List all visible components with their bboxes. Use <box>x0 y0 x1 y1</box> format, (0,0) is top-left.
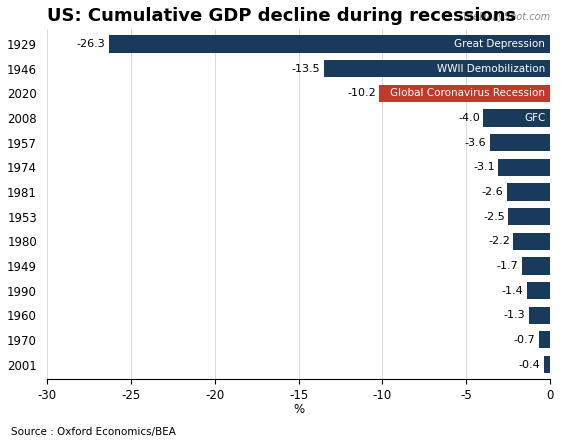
Bar <box>507 183 550 201</box>
Bar <box>109 35 550 52</box>
Text: TheDailyShot.com: TheDailyShot.com <box>461 12 550 22</box>
Bar <box>508 208 550 225</box>
Bar <box>528 306 550 324</box>
Text: -0.7: -0.7 <box>513 335 535 345</box>
Text: GFC: GFC <box>524 113 545 123</box>
Bar <box>490 134 550 151</box>
Text: Great Depression: Great Depression <box>454 39 545 49</box>
Bar <box>522 257 550 275</box>
Bar <box>324 60 550 77</box>
Bar <box>544 356 550 373</box>
Text: -3.1: -3.1 <box>473 162 495 172</box>
Bar <box>539 331 550 348</box>
X-axis label: %: % <box>293 404 304 416</box>
Text: -2.5: -2.5 <box>483 212 505 222</box>
Bar <box>483 109 550 127</box>
Text: -2.6: -2.6 <box>481 187 503 197</box>
Text: -2.2: -2.2 <box>488 236 510 246</box>
Bar <box>498 159 550 176</box>
Text: Global Coronavirus Recession: Global Coronavirus Recession <box>390 88 545 98</box>
Bar <box>379 85 550 102</box>
Bar <box>527 282 550 299</box>
Text: Source : Oxford Economics/BEA: Source : Oxford Economics/BEA <box>11 426 176 437</box>
Text: -4.0: -4.0 <box>458 113 480 123</box>
Text: -3.6: -3.6 <box>465 138 486 148</box>
Text: -1.7: -1.7 <box>496 261 518 271</box>
Bar <box>513 233 550 250</box>
Text: -26.3: -26.3 <box>77 39 105 49</box>
Text: -13.5: -13.5 <box>292 64 320 74</box>
Text: -10.2: -10.2 <box>347 88 376 98</box>
Text: -0.4: -0.4 <box>518 359 540 370</box>
Text: WWII Demobilization: WWII Demobilization <box>437 64 545 74</box>
Text: US: Cumulative GDP decline during recessions: US: Cumulative GDP decline during recess… <box>47 7 516 25</box>
Text: -1.3: -1.3 <box>504 310 525 320</box>
Text: -1.4: -1.4 <box>502 286 523 295</box>
